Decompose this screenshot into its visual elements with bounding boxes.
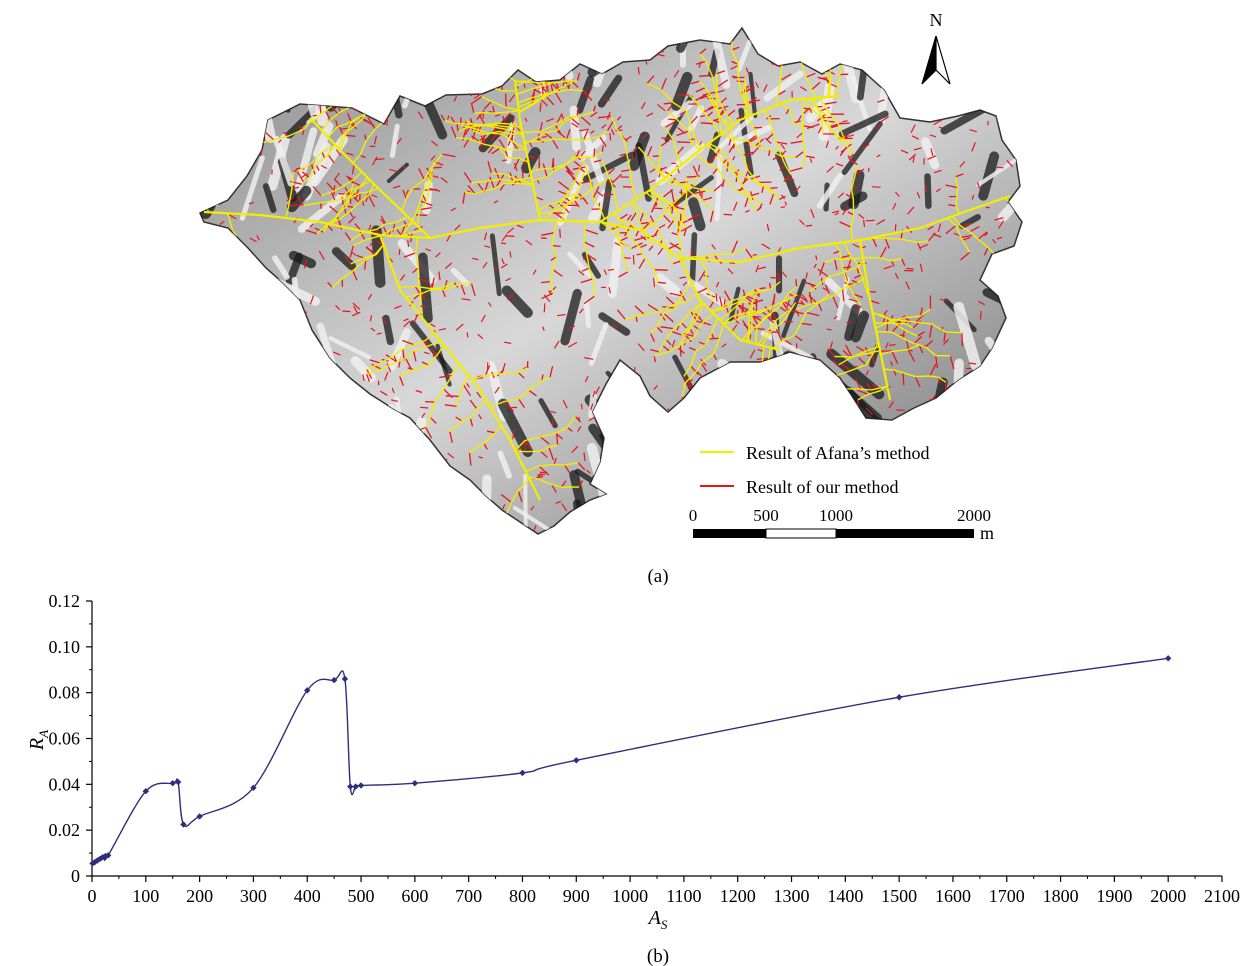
scalebar-tick-1000: 1000 (819, 506, 853, 525)
data-point (304, 687, 311, 694)
x-tick-label: 0 (88, 886, 97, 906)
data-point (352, 783, 359, 790)
map-legend: Result of Afana’s method Result of our m… (700, 443, 929, 497)
chart-series (89, 655, 1172, 867)
panel-b-label: (b) (647, 946, 669, 966)
scalebar-segment-2 (765, 528, 837, 539)
data-point (104, 852, 112, 859)
y-tick-label: 0.08 (49, 683, 81, 703)
data-point (102, 852, 109, 860)
data-point (180, 821, 187, 828)
north-arrow: N (921, 10, 951, 85)
x-tick-label: 1900 (1096, 886, 1132, 906)
x-tick-label: 400 (294, 886, 321, 906)
data-point (196, 813, 203, 820)
scalebar-tick-0: 0 (689, 506, 698, 525)
data-point (357, 782, 365, 789)
chart-axes (91, 601, 1222, 877)
legend-label-afana: Result of Afana’s method (746, 443, 929, 463)
x-tick-label: 1500 (881, 886, 917, 906)
y-tick-label: 0.12 (49, 591, 81, 611)
data-point (519, 769, 526, 777)
x-tick-label: 2000 (1150, 886, 1186, 906)
x-tick-label: 600 (401, 886, 428, 906)
x-tick-label: 300 (240, 886, 267, 906)
x-tick-label: 500 (348, 886, 375, 906)
y-tick-label: 0.04 (49, 774, 81, 794)
x-axis-ticks: 0 100 200 300 400 500 600 700 800 900 1000 1100 1200… (88, 876, 1240, 906)
legend-label-ours: Result of our method (746, 477, 898, 497)
x-tick-label: 1800 (1043, 886, 1079, 906)
data-point (330, 676, 338, 684)
scalebar-tick-2000: 2000 (957, 506, 991, 525)
watershed-map: N Result of Afana’s method Result of our… (199, 10, 1023, 585)
x-tick-label: 200 (186, 886, 213, 906)
x-tick-label: 1400 (827, 886, 863, 906)
data-point (347, 783, 354, 790)
x-tick-label: 2100 (1204, 886, 1240, 906)
y-tick-label: 0.10 (49, 637, 81, 657)
x-tick-label: 1300 (774, 886, 810, 906)
y-tick-label: 0 (71, 866, 80, 886)
x-tick-label: 1200 (720, 886, 756, 906)
scale-bar: 0 500 1000 2000 m (689, 506, 994, 543)
y-axis-label: RA (26, 730, 51, 751)
x-tick-label: 1100 (666, 886, 701, 906)
x-tick-label: 1600 (935, 886, 971, 906)
data-point (573, 757, 580, 764)
data-point (341, 675, 349, 683)
scalebar-segment-1 (693, 529, 766, 538)
data-point (1164, 655, 1172, 662)
ra-vs-as-chart: 0 0.02 0.04 0.06 0.08 0.10 0.12 0 100 200 300 400 5… (26, 591, 1240, 966)
north-label: N (930, 10, 943, 30)
y-tick-label: 0.06 (49, 729, 81, 749)
north-arrow-icon (921, 35, 951, 85)
x-tick-label: 1000 (612, 886, 648, 906)
x-axis-label: AS (647, 907, 668, 932)
scalebar-segment-3 (836, 529, 974, 538)
y-tick-label: 0.02 (49, 820, 81, 840)
data-point (96, 855, 104, 863)
panel-a-label: (a) (647, 566, 668, 585)
x-tick-label: 900 (563, 886, 590, 906)
data-point (169, 779, 176, 787)
data-point (895, 694, 903, 701)
scalebar-tick-500: 500 (753, 506, 779, 525)
x-tick-label: 1700 (989, 886, 1025, 906)
scalebar-unit: m (980, 523, 994, 543)
y-axis-ticks: 0 0.02 0.04 0.06 0.08 0.10 0.12 (49, 591, 92, 886)
x-tick-label: 700 (455, 886, 482, 906)
data-point (411, 779, 419, 787)
x-tick-label: 800 (509, 886, 536, 906)
x-tick-label: 100 (132, 886, 159, 906)
series-line (92, 657, 1169, 865)
